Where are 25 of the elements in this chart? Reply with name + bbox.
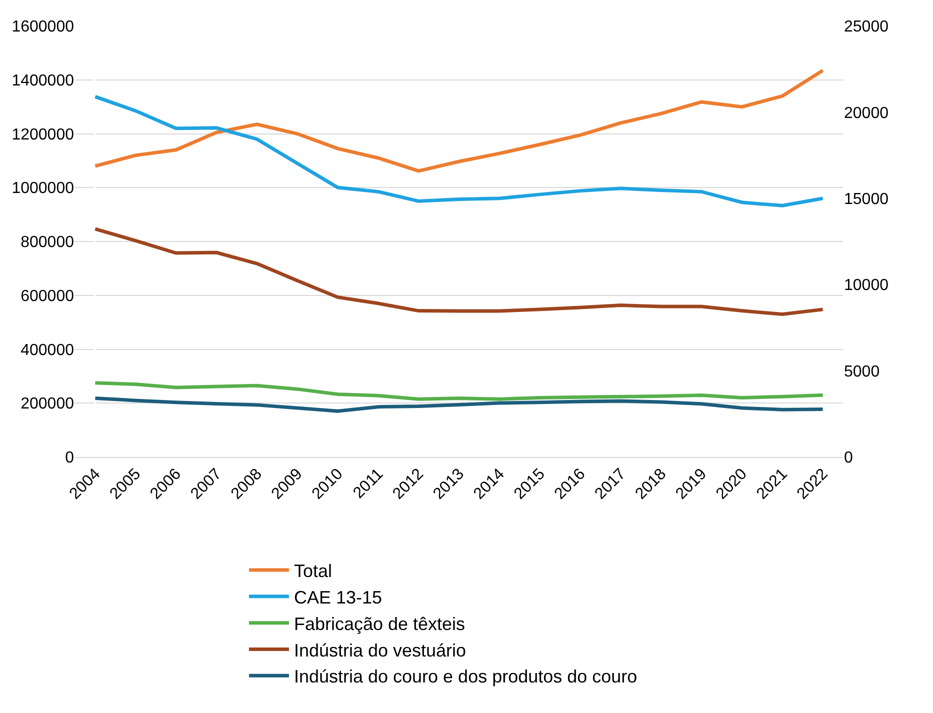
y2-tick-label: 0: [844, 450, 853, 467]
y-tick-label: 800000: [20, 234, 74, 252]
y-tick-label: 400000: [20, 342, 74, 359]
y2-tick-label: 10000: [844, 277, 889, 294]
legend-label: CAE 13-15: [294, 587, 382, 608]
y2-tick-label: 25000: [844, 18, 889, 36]
line-series: [93, 94, 825, 208]
legend-label: Indústria do couro e dos produtos do couro: [294, 666, 638, 687]
line-series: [93, 396, 825, 413]
y-tick-label: 600000: [20, 288, 74, 305]
line-series: [93, 227, 825, 316]
y-tick-label: 1200000: [12, 126, 74, 144]
y2-tick-label: 5000: [844, 363, 880, 380]
y2-tick-label: 20000: [844, 104, 889, 122]
legend-label: Fabricação de têxteis: [294, 614, 466, 634]
y2-tick-label: 15000: [844, 191, 889, 208]
y-tick-label: 0: [65, 450, 74, 467]
y-tick-label: 1000000: [12, 180, 74, 198]
y-tick-label: 200000: [20, 396, 74, 413]
line-series: [93, 68, 825, 173]
legend-label: Total: [294, 561, 332, 582]
y-tick-label: 1600000: [12, 18, 74, 36]
y-tick-label: 1400000: [12, 72, 74, 90]
legend-label: Indústria do vestuário: [294, 640, 466, 660]
line-series: [93, 381, 825, 401]
